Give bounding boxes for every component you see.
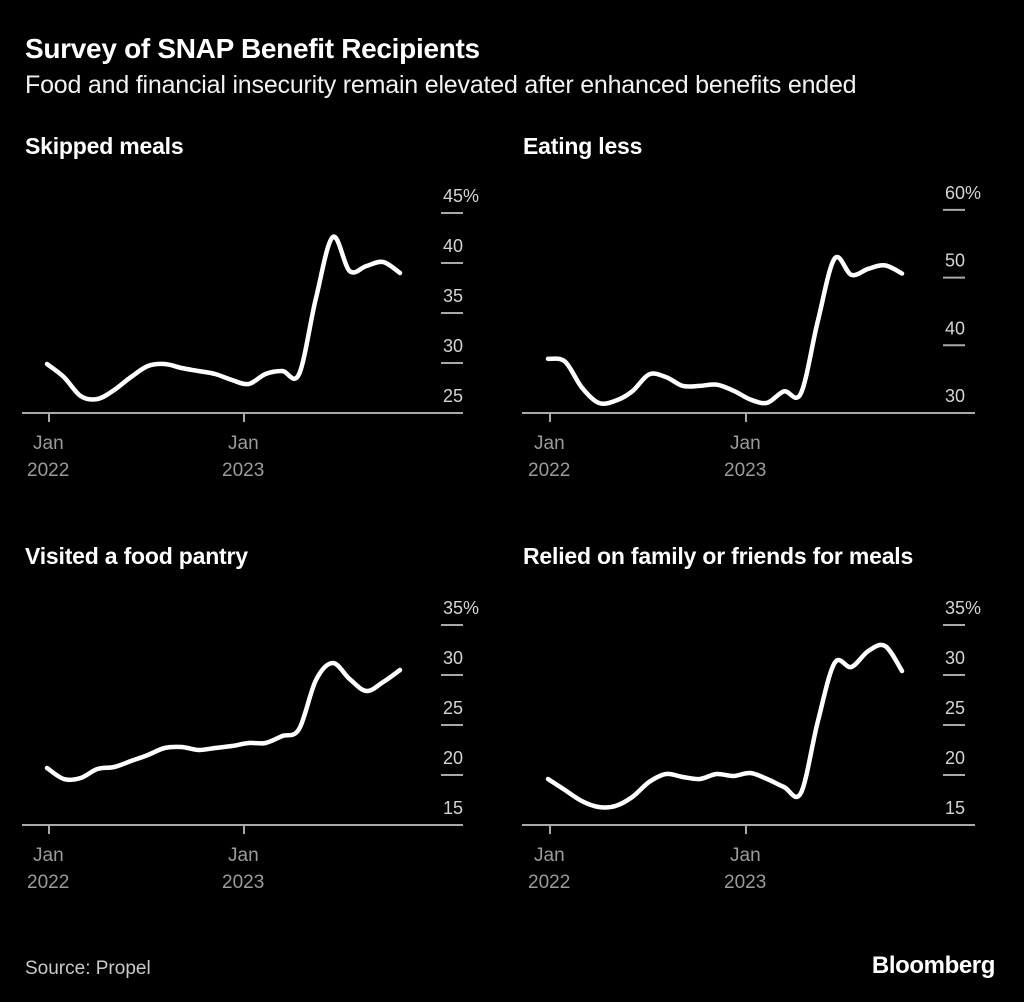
figure-title: Survey of SNAP Benefit Recipients (25, 33, 480, 64)
x-tick-label-year: 2022 (528, 872, 570, 893)
x-tick-label-year: 2023 (222, 872, 264, 893)
x-tick-label-month: Jan (228, 845, 259, 866)
x-tick-label-month: Jan (33, 845, 64, 866)
y-tick-label: 30 (443, 648, 463, 668)
x-tick-label-month: Jan (730, 433, 761, 454)
y-tick-label: 40 (443, 236, 463, 256)
y-tick-label: 30 (443, 336, 463, 356)
y-tick-label: 30 (945, 648, 965, 668)
x-tick-label-month: Jan (730, 845, 761, 866)
chart-title-relied-on-family: Relied on family or friends for meals (523, 543, 914, 569)
source-label: Source: Propel (25, 958, 151, 979)
y-tick-label: 25 (443, 386, 463, 406)
plot-eating-less: Jan 2022 Jan 2023 60% 50 40 30 (522, 183, 981, 481)
y-tick-label: 20 (945, 748, 965, 768)
chart-cell-food-pantry: Visited a food pantry Jan 2022 Jan 2023 35% 3… (0, 540, 512, 905)
data-line-3 (545, 642, 905, 810)
y-tick-label: 35% (443, 598, 479, 618)
chart-title-eating-less: Eating less (523, 133, 643, 159)
y-tick-label: 50 (945, 251, 965, 271)
y-tick-label: 30 (945, 386, 965, 406)
x-tick-label-year: 2022 (27, 872, 69, 893)
figure-subtitle: Food and financial insecurity remain ele… (25, 71, 857, 99)
x-tick-label-month: Jan (534, 845, 565, 866)
y-tick-label: 20 (443, 748, 463, 768)
chart-title-skipped-meals: Skipped meals (25, 133, 184, 159)
data-line-1 (545, 254, 905, 406)
x-tick-label-month: Jan (228, 433, 259, 454)
chart-cell-skipped-meals: Skipped meals Jan 2022 Jan 2023 45% 40 35 30 25 (0, 130, 512, 495)
plot-skipped-meals: Jan 2022 Jan 2023 45% 40 35 30 25 (22, 186, 479, 481)
bloomberg-logo: Bloomberg (871, 952, 995, 979)
x-tick-label-month: Jan (534, 433, 565, 454)
y-tick-label: 25 (443, 698, 463, 718)
y-tick-label: 15 (443, 798, 463, 818)
chart-title-food-pantry: Visited a food pantry (25, 543, 248, 569)
y-tick-label: 15 (945, 798, 965, 818)
x-tick-label-year: 2022 (27, 460, 69, 481)
x-tick-label-year: 2022 (528, 460, 570, 481)
chart-cell-eating-less: Eating less Jan 2022 Jan 2023 60% 50 40 30 (512, 130, 1024, 495)
x-tick-label-year: 2023 (222, 460, 264, 481)
y-tick-label: 60% (945, 183, 981, 203)
x-tick-label-month: Jan (33, 433, 64, 454)
y-tick-label: 40 (945, 318, 965, 338)
y-tick-label: 45% (443, 186, 479, 206)
chart-cell-relied-on-family: Relied on family or friends for meals Ja… (512, 540, 1024, 905)
y-tick-label: 35 (443, 286, 463, 306)
y-tick-label: 35% (945, 598, 981, 618)
data-line-2 (44, 660, 403, 783)
plot-relied-on-family: Jan 2022 Jan 2023 35% 30 25 20 15 (522, 598, 981, 893)
x-tick-label-year: 2023 (724, 872, 766, 893)
y-tick-label: 25 (945, 698, 965, 718)
plot-food-pantry: Jan 2022 Jan 2023 35% 30 25 20 15 (22, 598, 479, 893)
x-tick-label-year: 2023 (724, 460, 766, 481)
data-line-0 (44, 234, 403, 402)
